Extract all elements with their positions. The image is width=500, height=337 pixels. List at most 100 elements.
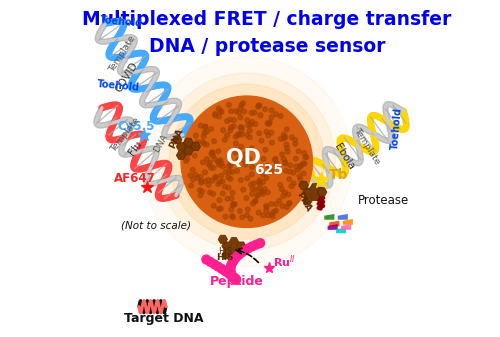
Circle shape [246, 123, 250, 128]
Circle shape [238, 125, 242, 130]
Circle shape [253, 122, 258, 126]
Circle shape [204, 129, 210, 134]
Circle shape [266, 213, 270, 218]
Circle shape [304, 155, 308, 159]
Circle shape [216, 106, 221, 111]
Circle shape [259, 139, 264, 143]
Circle shape [202, 125, 207, 129]
Circle shape [195, 140, 200, 144]
Circle shape [234, 134, 238, 139]
Polygon shape [310, 192, 320, 201]
Circle shape [290, 135, 294, 140]
Circle shape [218, 158, 223, 162]
Text: DNA / protease sensor: DNA / protease sensor [148, 37, 385, 56]
Circle shape [257, 103, 262, 108]
Circle shape [254, 187, 258, 192]
Circle shape [237, 248, 246, 257]
Circle shape [228, 272, 237, 281]
Circle shape [211, 153, 216, 158]
Circle shape [158, 73, 336, 250]
Circle shape [254, 193, 260, 198]
Circle shape [258, 186, 262, 191]
Circle shape [218, 173, 224, 178]
Circle shape [228, 177, 233, 181]
Circle shape [212, 204, 216, 208]
Circle shape [269, 130, 274, 135]
Circle shape [218, 206, 223, 211]
Circle shape [284, 146, 290, 151]
Circle shape [301, 161, 306, 166]
Circle shape [237, 132, 242, 137]
Circle shape [247, 156, 252, 161]
Circle shape [210, 260, 218, 269]
Circle shape [227, 260, 236, 269]
Circle shape [226, 164, 231, 169]
Circle shape [213, 174, 218, 179]
Circle shape [228, 128, 232, 133]
Circle shape [256, 180, 262, 184]
Circle shape [194, 141, 199, 146]
Polygon shape [236, 242, 246, 250]
Text: Template: Template [108, 34, 137, 74]
Circle shape [256, 192, 260, 197]
Text: Tb: Tb [330, 167, 349, 182]
Circle shape [283, 134, 288, 139]
Circle shape [274, 161, 280, 166]
Circle shape [210, 178, 214, 183]
Circle shape [209, 152, 214, 156]
Circle shape [210, 150, 214, 155]
Circle shape [220, 179, 225, 184]
Circle shape [214, 262, 222, 271]
Circle shape [269, 212, 274, 217]
Circle shape [216, 162, 221, 167]
Circle shape [238, 115, 242, 120]
Circle shape [236, 110, 242, 115]
Circle shape [269, 168, 274, 173]
Circle shape [181, 96, 312, 227]
Text: Target DNA: Target DNA [124, 312, 204, 325]
Circle shape [269, 108, 274, 113]
Circle shape [249, 182, 254, 187]
Circle shape [228, 161, 232, 165]
Circle shape [230, 273, 238, 282]
Circle shape [236, 158, 240, 162]
Text: Template: Template [352, 127, 381, 166]
Circle shape [202, 170, 207, 175]
Polygon shape [222, 251, 231, 259]
Circle shape [264, 129, 268, 134]
Circle shape [224, 133, 230, 137]
Circle shape [287, 177, 292, 182]
Circle shape [226, 270, 235, 279]
Polygon shape [336, 227, 346, 233]
Circle shape [246, 207, 250, 212]
Text: Ebola: Ebola [332, 142, 356, 172]
Circle shape [258, 181, 262, 186]
Circle shape [238, 106, 243, 111]
Polygon shape [229, 238, 238, 246]
Circle shape [280, 187, 284, 192]
Circle shape [282, 161, 288, 166]
Circle shape [216, 182, 220, 186]
Circle shape [252, 181, 256, 186]
Circle shape [232, 275, 240, 283]
Circle shape [226, 102, 231, 107]
Text: Multiplexed FRET / charge transfer: Multiplexed FRET / charge transfer [82, 10, 452, 29]
Circle shape [208, 160, 212, 165]
Circle shape [268, 120, 272, 125]
Circle shape [248, 135, 252, 140]
Circle shape [239, 103, 244, 108]
Circle shape [240, 215, 244, 219]
Circle shape [244, 196, 249, 201]
Circle shape [226, 265, 235, 274]
Circle shape [224, 170, 228, 175]
Circle shape [229, 273, 237, 282]
Polygon shape [184, 138, 193, 146]
Circle shape [240, 132, 244, 137]
Circle shape [293, 142, 298, 146]
Circle shape [225, 196, 230, 201]
Circle shape [203, 124, 208, 129]
Circle shape [281, 194, 285, 198]
Circle shape [274, 208, 278, 213]
Text: DNA: DNA [152, 132, 170, 154]
Circle shape [292, 137, 298, 142]
